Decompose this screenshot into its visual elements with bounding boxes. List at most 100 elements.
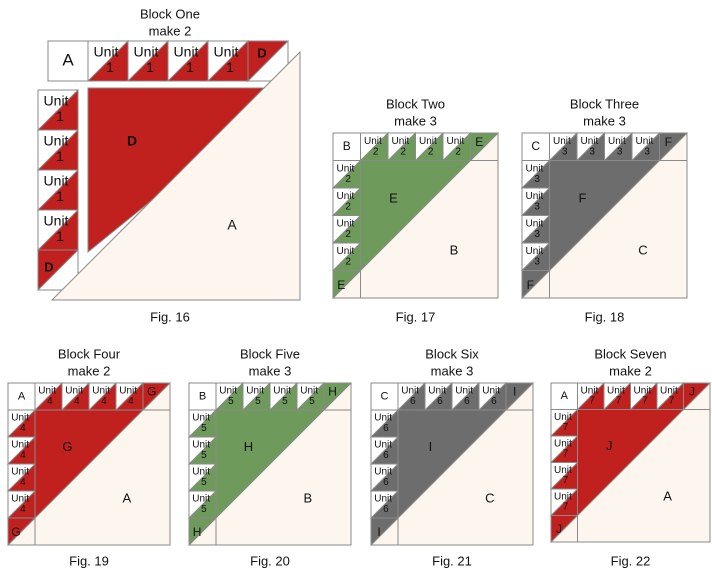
unit-word: Unit — [192, 413, 210, 424]
figure-caption: Fig. 20 — [250, 553, 290, 568]
unit-word: Unit — [374, 467, 392, 478]
unit-word: Unit — [607, 386, 625, 397]
small-triangle-label: J — [556, 522, 562, 536]
unit-word: Unit — [581, 386, 599, 397]
end-square — [142, 382, 171, 411]
unit-word: Unit — [374, 413, 392, 424]
unit-number: 6 — [464, 396, 470, 407]
unit-word: Unit — [11, 494, 29, 505]
unit-word: Unit — [428, 386, 446, 397]
end-diagonal — [142, 382, 171, 411]
unit-number: 1 — [226, 59, 234, 75]
small-triangle-label: G — [147, 385, 156, 399]
unit-word: Unit — [525, 191, 543, 202]
unit-number: 6 — [383, 450, 389, 461]
unit-number: 3 — [644, 146, 650, 157]
block-subtitle: make 3 — [249, 363, 292, 378]
background-label: C — [638, 243, 647, 258]
small-triangle-label: H — [193, 525, 202, 539]
unit-number: 6 — [410, 396, 416, 407]
background-label: A — [663, 488, 672, 503]
unit-number: 1 — [186, 59, 194, 75]
unit-word: Unit — [336, 191, 354, 202]
unit-number: 4 — [20, 423, 26, 434]
unit-word: Unit — [455, 386, 473, 397]
large-triangle-label: E — [389, 190, 398, 205]
small-triangle-label: D — [44, 259, 53, 274]
unit-number: 3 — [534, 201, 540, 212]
end-square — [323, 382, 352, 411]
unit-number: 2 — [345, 201, 351, 212]
unit-number: 6 — [383, 423, 389, 434]
unit-number: 2 — [345, 174, 351, 185]
unit-word: Unit — [44, 213, 69, 229]
unit-number: 6 — [491, 396, 497, 407]
unit-word: Unit — [273, 386, 291, 397]
unit-word: Unit — [525, 163, 543, 174]
large-triangle-label: F — [579, 190, 587, 205]
unit-word: Unit — [554, 465, 572, 476]
unit-word: Unit — [553, 136, 571, 147]
figure-caption: Fig. 22 — [611, 553, 651, 568]
unit-number: 7 — [563, 475, 569, 486]
unit-number: 2 — [428, 146, 434, 157]
unit-word: Unit — [391, 136, 409, 147]
unit-word: Unit — [336, 246, 354, 257]
end-square — [188, 517, 217, 546]
unit-number: 4 — [20, 450, 26, 461]
unit-word: Unit — [300, 386, 318, 397]
small-triangle-label: D — [257, 45, 266, 60]
corner-label: A — [62, 50, 74, 69]
small-triangle-label: G — [11, 525, 20, 539]
block-title: Block One — [140, 6, 200, 21]
end-square — [7, 517, 36, 546]
unit-word: Unit — [11, 413, 29, 424]
unit-number: 7 — [616, 396, 622, 407]
unit-word: Unit — [635, 136, 653, 147]
end-triangle — [247, 40, 290, 83]
unit-number: 3 — [562, 146, 568, 157]
unit-number: 1 — [56, 188, 64, 204]
unit-number: 1 — [146, 59, 154, 75]
unit-number: 5 — [201, 477, 207, 488]
unit-word: Unit — [482, 386, 500, 397]
end-square — [521, 270, 550, 299]
block-subtitle: make 2 — [68, 363, 111, 378]
unit-number: 3 — [534, 229, 540, 240]
end-diagonal — [550, 515, 578, 543]
end-square — [505, 382, 534, 411]
unit-word: Unit — [554, 412, 572, 423]
small-triangle-label: I — [513, 385, 516, 399]
small-triangle-label: E — [475, 135, 483, 149]
unit-word: Unit — [192, 440, 210, 451]
unit-number: 4 — [74, 396, 80, 407]
background-label: A — [122, 491, 131, 506]
background-label: A — [227, 217, 237, 233]
unit-word: Unit — [374, 494, 392, 505]
unit-number: 3 — [534, 174, 540, 185]
block-subtitle: make 3 — [583, 113, 626, 128]
unit-number: 1 — [56, 228, 64, 244]
unit-number: 2 — [373, 146, 379, 157]
background-label: B — [450, 243, 459, 258]
unit-word: Unit — [44, 93, 69, 109]
background-label: C — [485, 491, 494, 506]
end-diagonal — [332, 270, 361, 299]
end-square — [550, 515, 578, 543]
end-square — [659, 132, 688, 161]
end-square — [683, 382, 711, 410]
end-triangle — [37, 249, 80, 292]
corner-label: B — [199, 390, 206, 402]
unit-number: 5 — [201, 423, 207, 434]
block-title: Block Two — [386, 96, 445, 111]
unit-number: 6 — [383, 504, 389, 515]
large-triangle-label: D — [127, 133, 137, 149]
unit-number: 5 — [282, 396, 288, 407]
unit-number: 6 — [383, 477, 389, 488]
end-diagonal — [683, 382, 711, 410]
unit-number: 2 — [345, 256, 351, 267]
unit-word: Unit — [134, 44, 159, 60]
unit-word: Unit — [525, 246, 543, 257]
unit-word: Unit — [192, 494, 210, 505]
